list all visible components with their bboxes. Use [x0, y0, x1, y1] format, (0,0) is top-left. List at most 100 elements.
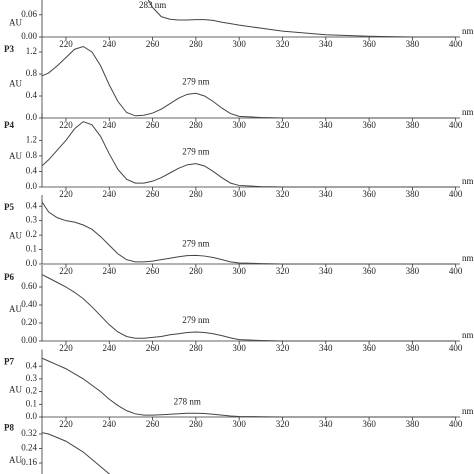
- x-tick-label: 300: [232, 120, 246, 130]
- panel: P8 AU 0.16 0.24 0.32: [4, 415, 111, 474]
- spectrum-line: [42, 432, 111, 474]
- y-tick-label: 0.20: [21, 317, 37, 327]
- panel-label: P8: [4, 423, 14, 433]
- x-tick-label: 400: [449, 266, 463, 276]
- y-tick-label: 0.00: [21, 31, 37, 41]
- y-tick-label: 1.2: [26, 134, 37, 144]
- peak-label: 279 nm: [182, 76, 209, 86]
- x-unit: nm: [462, 330, 474, 340]
- x-tick-label: 240: [103, 189, 117, 199]
- peak-label: 279 nm: [182, 238, 209, 248]
- x-tick-label: 360: [362, 120, 376, 130]
- y-tick-label: 0.32: [21, 428, 37, 438]
- y-tick-label: 1.2: [26, 46, 37, 56]
- y-tick-label: 0.8: [26, 68, 38, 78]
- x-tick-label: 360: [362, 39, 376, 49]
- x-tick-label: 340: [319, 266, 333, 276]
- x-tick-label: 320: [276, 39, 290, 49]
- x-unit: nm: [462, 406, 474, 416]
- x-tick-label: 220: [59, 189, 73, 199]
- x-unit: nm: [462, 26, 474, 36]
- x-unit: nm: [462, 176, 474, 186]
- y-tick-label: 0.0: [26, 258, 38, 268]
- x-tick-label: 380: [406, 419, 420, 429]
- peak-label: 278 nm: [174, 396, 201, 406]
- y-tick-label: 0.8: [26, 150, 38, 160]
- x-tick-label: 360: [362, 189, 376, 199]
- x-tick-label: 360: [362, 343, 376, 353]
- x-tick-label: 280: [189, 39, 203, 49]
- y-tick-label: 0.1: [26, 244, 37, 254]
- y-axis-label: AU: [9, 79, 22, 89]
- y-tick-label: 0.4: [26, 90, 38, 100]
- y-tick-label: 0.0: [26, 411, 38, 421]
- spectrum-line: [42, 45, 456, 119]
- peak-label: 279 nm: [182, 315, 209, 325]
- x-tick-label: 340: [319, 189, 333, 199]
- panel: P3 AU 0.0 0.4 0.8 1.2 220 240 260 280 300 320 340 360…: [4, 37, 474, 130]
- x-tick-label: 400: [449, 343, 463, 353]
- panel: P4 AU 0.0 0.4 0.8 1.2 220 240 260 280 300 320 340 360…: [4, 113, 474, 199]
- spectrum-line: [42, 273, 456, 342]
- y-axis-label: AU: [9, 384, 22, 394]
- y-tick-label: 0.3: [26, 215, 38, 225]
- panel: P5 AU 0.0 0.1 0.2 0.3 0.4 220 240 260 280 300 320 340…: [4, 195, 474, 276]
- x-tick-label: 360: [362, 266, 376, 276]
- y-tick-label: 0.2: [26, 229, 37, 239]
- x-tick-label: 380: [406, 189, 420, 199]
- x-tick-label: 320: [276, 189, 290, 199]
- x-tick-label: 380: [406, 39, 420, 49]
- panel-label: P6: [4, 272, 14, 282]
- x-tick-label: 280: [189, 120, 203, 130]
- y-tick-label: 0.24: [21, 443, 37, 453]
- y-axis-label: AU: [9, 455, 22, 465]
- x-tick-label: 360: [362, 419, 376, 429]
- x-tick-label: 220: [59, 120, 73, 130]
- x-tick-label: 320: [276, 343, 290, 353]
- y-axis-label: AU: [9, 304, 22, 314]
- peak-label: 283 nm: [139, 0, 166, 10]
- y-tick-label: 0.60: [21, 281, 37, 291]
- x-tick-label: 300: [232, 419, 246, 429]
- y-tick-label: 0.1: [26, 398, 37, 408]
- spectrum-line: [42, 201, 456, 265]
- panel: P6 AU 0.00 0.20 0.40 0.60 220 240 260 280 300 320 34…: [4, 265, 474, 353]
- x-tick-label: 400: [449, 39, 463, 49]
- x-tick-label: 240: [103, 266, 117, 276]
- y-tick-label: 0.16: [21, 457, 37, 467]
- y-axis-label: AU: [9, 151, 22, 161]
- y-tick-label: 0.4: [26, 200, 38, 210]
- peak-label: 279 nm: [182, 147, 209, 157]
- panel-label: P4: [4, 120, 14, 130]
- x-tick-label: 320: [276, 419, 290, 429]
- x-tick-label: 340: [319, 120, 333, 130]
- x-tick-label: 220: [59, 39, 73, 49]
- x-tick-label: 300: [232, 189, 246, 199]
- x-tick-label: 220: [59, 343, 73, 353]
- y-tick-label: 0.3: [26, 373, 38, 383]
- x-tick-label: 300: [232, 343, 246, 353]
- y-tick-label: 0.0: [26, 181, 38, 191]
- x-tick-label: 220: [59, 419, 73, 429]
- x-tick-label: 220: [59, 266, 73, 276]
- x-tick-label: 240: [103, 120, 117, 130]
- x-tick-label: 340: [319, 39, 333, 49]
- panel: AU 0.00 0.06 220 240 260 280 300 320 340 360 380 400…: [9, 0, 474, 49]
- y-axis-label: AU: [9, 18, 22, 28]
- panel-label: P5: [4, 202, 14, 212]
- panel-label: P7: [4, 357, 14, 367]
- x-tick-label: 300: [232, 39, 246, 49]
- x-tick-label: 300: [232, 266, 246, 276]
- y-tick-label: 0.00: [21, 335, 37, 345]
- x-tick-label: 320: [276, 120, 290, 130]
- x-tick-label: 280: [189, 189, 203, 199]
- x-tick-label: 340: [319, 419, 333, 429]
- y-tick-label: 0.40: [21, 299, 37, 309]
- spectrum-line: [147, 0, 456, 38]
- y-tick-label: 0.06: [21, 9, 37, 19]
- x-tick-label: 260: [146, 189, 160, 199]
- x-tick-label: 280: [189, 343, 203, 353]
- x-tick-label: 400: [449, 419, 463, 429]
- x-tick-label: 340: [319, 343, 333, 353]
